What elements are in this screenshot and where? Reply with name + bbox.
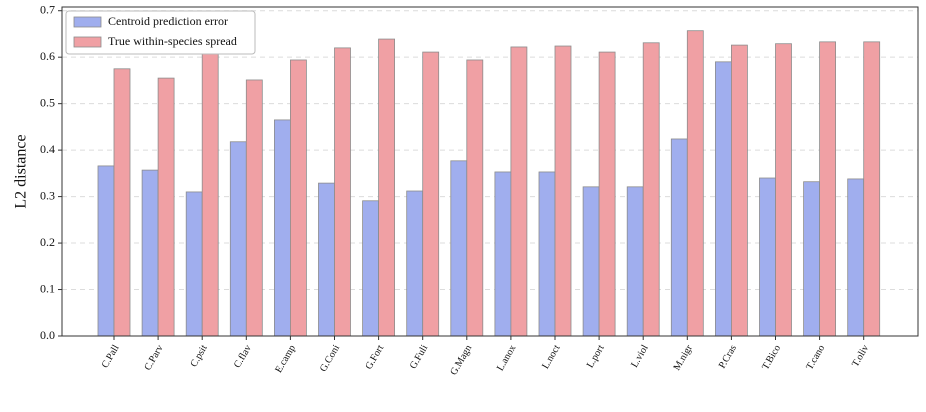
bar — [803, 181, 820, 337]
x-tick-label: T.oliv — [850, 343, 871, 369]
bar — [510, 46, 528, 337]
x-tick-label: C.flav — [232, 343, 254, 370]
bar — [626, 186, 644, 337]
bar — [582, 186, 600, 337]
x-tick-label: G.Fuli — [408, 343, 431, 371]
bar — [229, 141, 247, 337]
x-tick-label: G.Magn — [448, 343, 474, 377]
x-tick-label: L.noct — [540, 343, 563, 371]
bar — [289, 59, 307, 337]
bar — [245, 79, 263, 337]
bar — [185, 191, 203, 337]
legend-box — [65, 10, 256, 55]
x-tick-label: C.psit — [188, 343, 209, 369]
y-tick-label: 0.0 — [40, 328, 55, 342]
bar — [538, 171, 556, 337]
x-tick-label: L.viol — [629, 343, 651, 370]
bar — [670, 138, 688, 337]
bar — [378, 38, 396, 337]
bar — [422, 51, 440, 337]
bar — [847, 178, 865, 337]
x-tick-label: C.Parv — [142, 343, 165, 372]
x-tick-label: P.Cras — [717, 343, 739, 370]
bar — [642, 42, 660, 337]
bar — [406, 190, 424, 337]
bar — [466, 59, 484, 337]
x-tick-label: M.nigr — [672, 343, 696, 373]
legend-label: Centroid prediction error — [108, 14, 228, 28]
x-tick-label: G.Fort — [363, 343, 386, 372]
y-axis-label: L2 distance — [13, 134, 30, 208]
bar — [273, 119, 291, 337]
bar — [494, 171, 512, 337]
x-tick-label: L.port — [585, 343, 607, 370]
x-tick-label: G.Coni — [318, 343, 342, 374]
bar — [157, 77, 175, 337]
x-tick-label: C.Pall — [100, 343, 122, 370]
bar — [686, 30, 704, 337]
bar — [759, 177, 776, 337]
legend-swatch — [73, 16, 102, 28]
bar — [334, 47, 351, 337]
y-tick-label: 0.4 — [40, 142, 55, 156]
y-tick-label: 0.6 — [40, 49, 55, 63]
bar — [318, 182, 335, 337]
bar — [863, 41, 881, 337]
y-tick-label: 0.1 — [40, 281, 55, 295]
legend: Centroid prediction error True within-spe… — [65, 10, 256, 55]
x-tick-label: T.cano — [804, 343, 827, 372]
bar — [554, 45, 572, 337]
y-tick-label: 0.3 — [40, 188, 55, 202]
bar — [775, 43, 792, 337]
bar — [113, 68, 131, 337]
bar — [362, 200, 380, 337]
x-tick-label: L.anox — [495, 343, 519, 373]
bar — [598, 51, 616, 337]
bar — [450, 160, 468, 337]
legend-label: True within-species spread — [108, 34, 237, 48]
y-tick-label: 0.7 — [40, 2, 55, 16]
bar — [141, 169, 159, 337]
bar — [715, 61, 732, 337]
bar — [201, 52, 219, 337]
legend-swatch — [73, 36, 102, 48]
bar — [731, 44, 748, 337]
bar — [97, 165, 115, 337]
plot-frame — [61, 6, 919, 337]
x-tick-label: T.Bico — [760, 343, 783, 372]
y-tick-label: 0.5 — [40, 95, 55, 109]
bar — [819, 41, 836, 337]
x-tick-label: E.camp — [273, 343, 298, 375]
y-tick-label: 0.2 — [40, 235, 55, 249]
